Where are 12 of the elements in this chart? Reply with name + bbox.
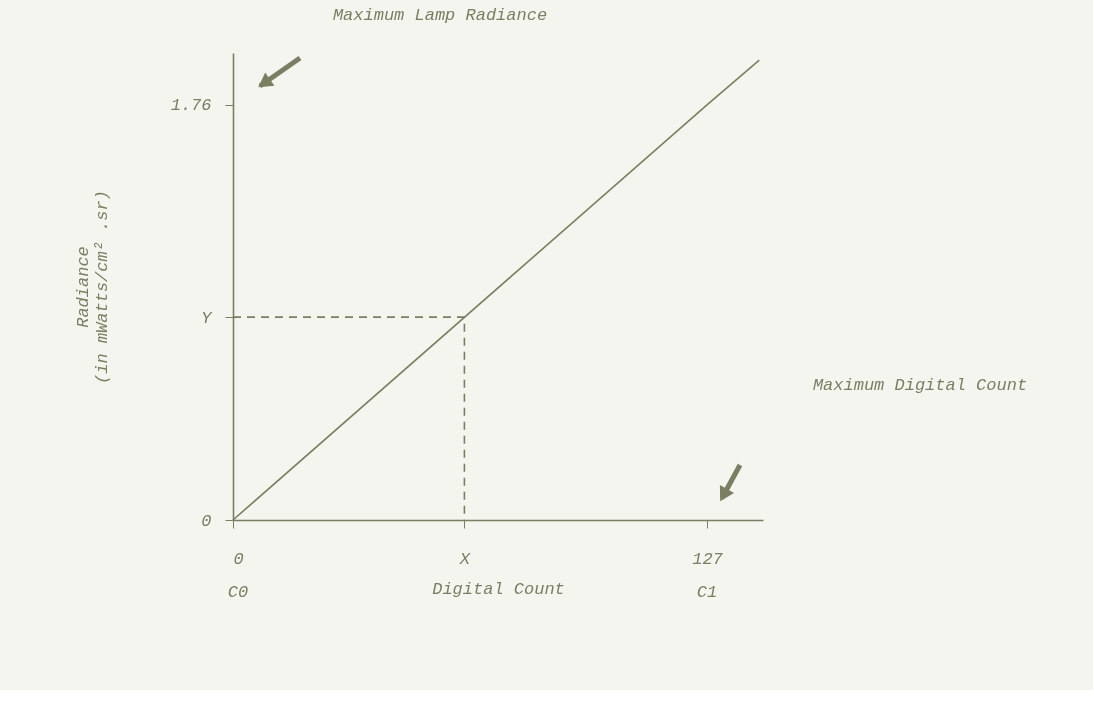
text: Maximum Lamp Radiance — [332, 6, 548, 25]
x-axis-title: Digital Count — [432, 579, 565, 599]
x-tick-label: 0 — [233, 549, 244, 569]
y-tick-label: Y — [201, 308, 214, 328]
text: C1 — [696, 583, 718, 602]
y-axis-title: Radiance (in mWatts/cm² .sr) — [73, 190, 112, 384]
y-tick-label: 0 — [201, 511, 212, 531]
text: C0 — [227, 583, 249, 602]
x-tick-label: 127 — [692, 549, 724, 569]
y-tick-label: 1.76 — [170, 96, 212, 116]
text: Maximum Digital Count — [812, 376, 1028, 395]
x-tick-label: X — [458, 549, 471, 569]
